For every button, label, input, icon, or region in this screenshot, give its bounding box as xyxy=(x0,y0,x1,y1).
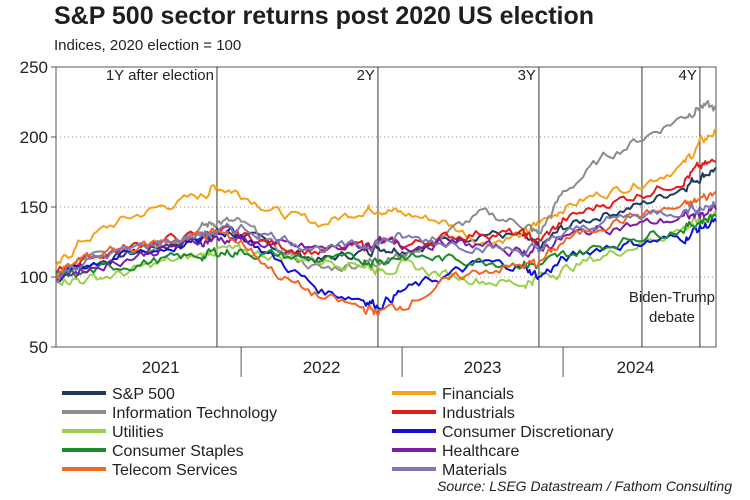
y-axis: 50 100 150 200 250 xyxy=(20,58,56,357)
legend-item: Consumer Discretionary xyxy=(392,424,614,441)
series-line-s-p-500 xyxy=(55,167,717,280)
source-note: Source: LSEG Datastream / Fathom Consult… xyxy=(437,478,732,494)
legend-label: Telecom Services xyxy=(112,462,237,479)
y-tick-label: 50 xyxy=(29,338,48,357)
legend-label: Financials xyxy=(442,386,514,403)
legend-label: Healthcare xyxy=(442,443,519,460)
event-line-label: 1Y after election xyxy=(106,67,214,84)
x-tick-label: 2023 xyxy=(464,358,502,377)
legend-label: Industrials xyxy=(442,405,515,422)
series-line-materials xyxy=(55,201,717,283)
legend-label: Information Technology xyxy=(112,405,277,422)
legend-item: Utilities xyxy=(62,424,164,441)
event-annotation: Biden-Trump debate xyxy=(629,289,715,326)
chart-subtitle: Indices, 2020 election = 100 xyxy=(54,37,242,54)
legend-item: Telecom Services xyxy=(62,462,237,479)
x-tick-label: 2024 xyxy=(617,358,655,377)
legend-label: Materials xyxy=(442,462,507,479)
x-tick-label: 2021 xyxy=(142,358,180,377)
legend-item: S&P 500 xyxy=(62,386,175,403)
legend-label: Utilities xyxy=(112,424,164,441)
series-line-financials xyxy=(55,128,717,268)
legend-item: Industrials xyxy=(392,405,515,422)
legend-item: Healthcare xyxy=(392,443,519,460)
y-tick-label: 200 xyxy=(20,128,48,147)
legend: S&P 500 Financials Information Technology I… xyxy=(62,386,614,479)
event-line-label: 3Y xyxy=(518,67,536,84)
x-tick-label: 2022 xyxy=(303,358,341,377)
event-annotation-line: debate xyxy=(649,309,695,326)
legend-item: Consumer Staples xyxy=(62,443,244,460)
legend-label: Consumer Staples xyxy=(112,443,244,460)
legend-label: Consumer Discretionary xyxy=(442,424,614,441)
series-line-healthcare xyxy=(55,205,717,281)
y-tick-label: 100 xyxy=(20,268,48,287)
y-tick-label: 250 xyxy=(20,58,48,77)
series-line-consumer-discretionary xyxy=(55,218,717,311)
series-line-utilities xyxy=(55,211,717,290)
series-line-consumer-staples xyxy=(55,213,717,279)
event-line-label: 4Y xyxy=(679,67,697,84)
y-tick-label: 150 xyxy=(20,198,48,217)
x-axis: 2021 2022 2023 2024 xyxy=(56,346,716,377)
chart-title: S&P 500 sector returns post 2020 US elec… xyxy=(54,2,595,30)
legend-item: Materials xyxy=(392,462,507,479)
event-annotation-line: Biden-Trump xyxy=(629,289,715,306)
legend-item: Financials xyxy=(392,386,514,403)
event-line-label: 2Y xyxy=(357,67,375,84)
series-lines xyxy=(55,100,717,317)
legend-label: S&P 500 xyxy=(112,386,175,403)
legend-item: Information Technology xyxy=(62,405,277,422)
